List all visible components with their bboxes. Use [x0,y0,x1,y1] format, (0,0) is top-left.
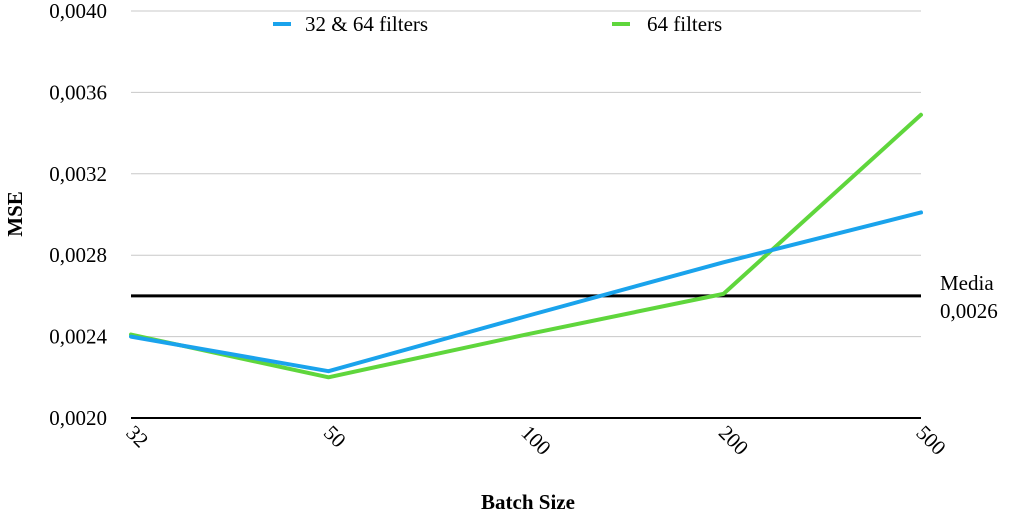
y-axis-title: MSE [3,191,27,237]
y-tick-label-0-0028: 0,0028 [49,243,107,267]
y-tick-label-0-0020: 0,0020 [49,406,107,430]
legend: 32 & 64 filters 64 filters [273,12,722,36]
x-tick-label-200: 200 [714,421,753,460]
series-line-32-64-filters [129,210,923,374]
x-tick-label-500: 500 [911,421,950,460]
y-tick-labels: 0,0020 0,0024 0,0028 0,0032 0,0036 0,0040 [49,0,107,430]
y-tick-label-0-0032: 0,0032 [49,162,107,186]
x-tick-labels: 32 50 100 200 500 [121,421,950,460]
reference-line-label: Media [940,271,994,295]
y-tick-label-0-0040: 0,0040 [49,0,107,23]
y-tick-label-0-0024: 0,0024 [49,325,107,349]
x-tick-label-100: 100 [516,421,555,460]
x-axis-title: Batch Size [481,490,575,514]
x-tick-label-32: 32 [121,421,153,453]
x-tick-label-50: 50 [319,421,351,453]
legend-label-32-64-filters: 32 & 64 filters [305,12,428,36]
y-tick-label-0-0036: 0,0036 [49,80,107,104]
legend-label-64-filters: 64 filters [647,12,722,36]
series-line-64-filters [129,112,923,380]
grid-lines [131,10,921,419]
reference-line-value: 0,0026 [940,299,998,323]
series-lines [129,112,923,380]
